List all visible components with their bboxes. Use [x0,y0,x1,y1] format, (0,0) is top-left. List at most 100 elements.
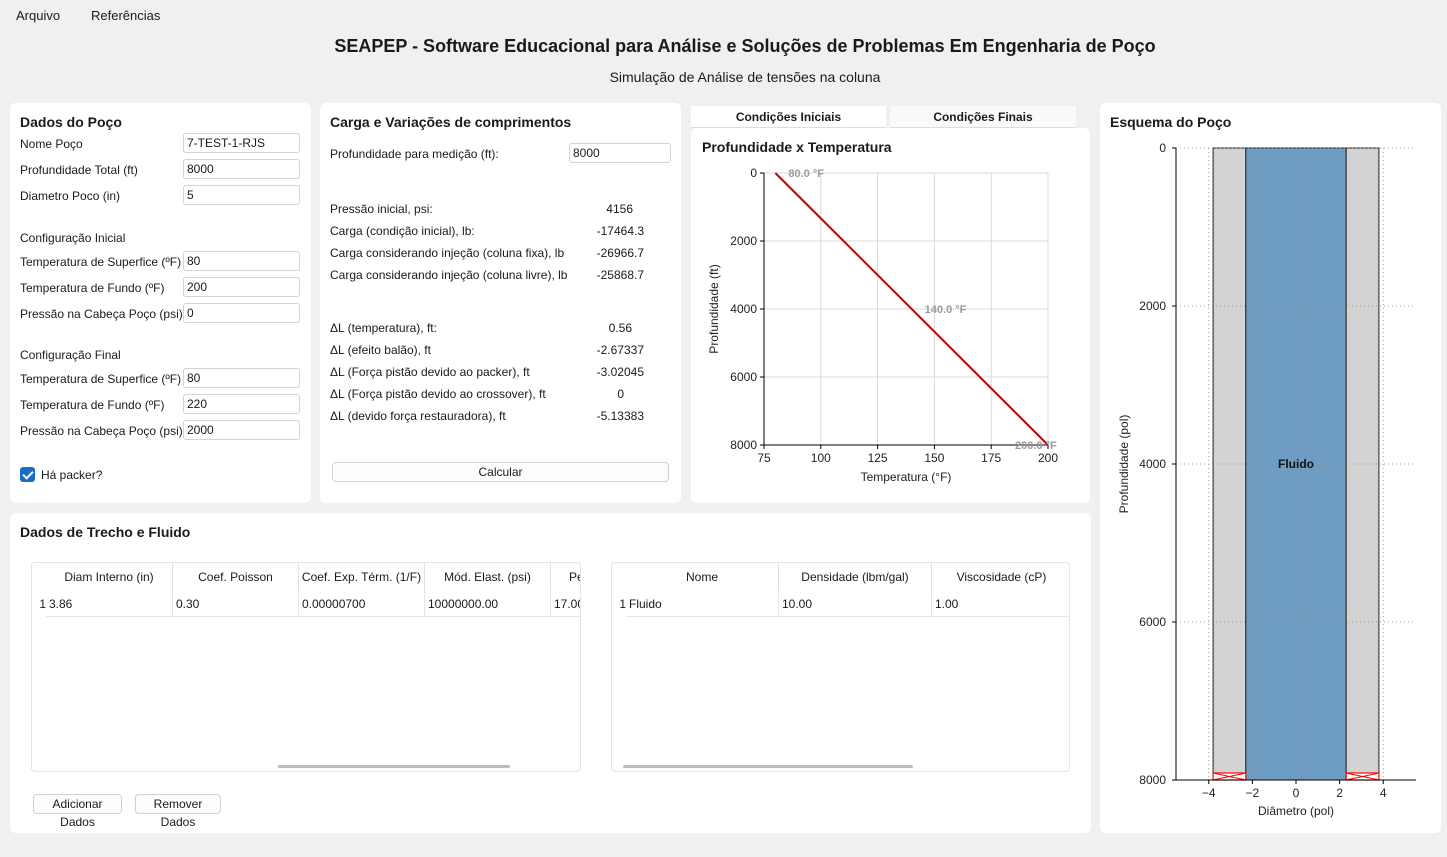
x-tick-label: 2 [1336,786,1343,800]
data-label: 80.0 °F [788,168,824,180]
trecho-fluido-panel: Dados de Trecho e Fluido Diam Interno (i… [10,513,1091,833]
trecho-title: Dados de Trecho e Fluido [20,524,191,540]
result-value: -26966.7 [596,246,644,260]
nome-poco-label: Nome Poço [20,137,83,151]
prof-medicao-label: Profundidade para medição (ft): [330,147,499,161]
y-axis-label: Profundidade (pol) [1117,415,1131,514]
table-cell[interactable]: Fluido [626,591,779,617]
adicionar-dados-button[interactable]: Adicionar Dados [33,794,122,829]
result-label: Carga (condição inicial), lb: [330,224,475,238]
row-number: 1 [619,597,626,611]
x-tick-label: 175 [981,451,1001,465]
x-tick-label: 75 [757,451,771,465]
x-tick-label: −4 [1202,786,1216,800]
result-label: Carga considerando injeção (coluna fixa)… [330,246,565,260]
y-tick-label: 6000 [730,370,757,384]
tab-condicoes-finais[interactable]: Condições Finais [890,106,1076,128]
remover-dados-button[interactable]: Remover Dados [135,794,221,829]
menu-referencias[interactable]: Referências [91,8,161,23]
config-final-heading: Configuração Final [20,348,121,362]
fin-pressao-input[interactable] [183,420,300,440]
x-tick-label: 150 [924,451,944,465]
carga-panel: Carga e Variações de comprimentos Profun… [320,103,681,503]
result-value: -25868.7 [596,268,644,282]
fluido-scrollbar[interactable] [623,765,913,768]
y-tick-label: 4000 [1139,457,1166,471]
result-label: ΔL (devido força restauradora), ft [330,409,506,423]
table-cell[interactable]: 10000000.00 [425,591,551,617]
fluido-region-label: Fluido [1278,457,1314,471]
fin-temp-fundo-input[interactable] [183,394,300,414]
trecho-table[interactable]: Diam Interno (in) Coef. Poisson Coef. Ex… [31,562,581,772]
result-label: Carga considerando injeção (coluna livre… [330,268,568,282]
y-axis-label: Profundidade (ft) [707,264,721,353]
y-tick-label: 8000 [1139,773,1166,787]
y-tick-label: 2000 [730,234,757,248]
app-title: SEAPEP - Software Educacional para Análi… [334,36,1156,56]
result-value: -17464.3 [596,224,644,238]
fluido-header[interactable]: Nome [626,563,779,591]
dados-poco-panel: Dados do Poço Nome Poço Profundidade Tot… [10,103,311,503]
well-region [1345,147,1380,781]
diametro-poco-label: Diametro Poco (in) [20,189,121,203]
x-tick-label: 200 [1038,451,1058,465]
trecho-header[interactable]: Coef. Poisson [173,563,299,591]
ini-pressao-label: Pressão na Cabeça Poço (psi) [20,307,183,321]
y-tick-label: 6000 [1139,615,1166,629]
x-tick-label: 100 [811,451,831,465]
profundidade-total-input[interactable] [183,159,300,179]
fin-temp-sup-label: Temperatura de Superfice (ºF) [20,372,182,386]
fluido-table[interactable]: Nome Densidade (lbm/gal) Viscosidade (cP… [611,562,1070,772]
prof-medicao-input[interactable] [569,143,671,163]
menu-arquivo[interactable]: Arquivo [16,8,61,23]
ini-temp-sup-label: Temperatura de Superfice (ºF) [20,255,182,269]
trecho-header[interactable]: Coef. Exp. Térm. (1/F) [299,563,425,591]
fin-temp-fundo-label: Temperatura de Fundo (ºF) [20,398,165,412]
fluido-header[interactable]: Viscosidade (cP) [956,570,1047,584]
x-axis-label: Diâmetro (pol) [1258,804,1334,818]
ini-temp-sup-input[interactable] [183,251,300,271]
x-axis-label: Temperatura (°F) [861,470,952,484]
ini-temp-fundo-input[interactable] [183,277,300,297]
trecho-header[interactable]: Diam Interno (in) [46,563,173,591]
table-cell[interactable]: 10.00 [779,591,932,617]
table-cell[interactable]: 0.00000700 [299,591,425,617]
table-cell[interactable]: 1.00 [932,591,1069,617]
calcular-button[interactable]: Calcular [332,462,669,482]
profundidade-total-label: Profundidade Total (ft) [20,163,138,177]
table-cell[interactable]: 3.86 [46,591,173,617]
packer-checkbox[interactable] [20,467,35,482]
trecho-scrollbar[interactable] [278,765,510,768]
packer-marker [1346,772,1380,781]
tab-condicoes-iniciais[interactable]: Condições Iniciais [691,106,886,128]
table-cell[interactable]: 0.30 [173,591,299,617]
trecho-header[interactable]: Pe [551,563,580,591]
result-value: -2.67337 [596,343,644,357]
x-tick-label: 0 [1293,786,1300,800]
well-schematic-chart: −4 −2 0 2 4 0 2000 4000 6000 8000 Fluido Diâmetro (… [1117,141,1416,818]
y-tick-label: 4000 [730,302,757,316]
dados-poco-title: Dados do Poço [20,114,122,130]
y-tick-label: 0 [750,166,757,180]
result-label: ΔL (Força pistão devido ao packer), ft [330,365,530,379]
diametro-poco-input[interactable] [183,185,300,205]
y-tick-label: 2000 [1139,299,1166,313]
fin-temp-sup-input[interactable] [183,368,300,388]
trecho-header[interactable]: Mód. Elast. (psi) [425,563,551,591]
table-cell[interactable]: 17.00 [551,591,580,617]
result-label: ΔL (Força pistão devido ao crossover), f… [330,387,546,401]
result-value: 4156 [606,202,633,216]
data-label: 140.0 °F [925,304,967,316]
fluido-header[interactable]: Densidade (lbm/gal) [779,563,932,591]
y-tick-label: 0 [1159,141,1166,155]
temp-chart-title: Profundidade x Temperatura [702,139,892,155]
menu-bar: Arquivo Referências [0,0,1447,32]
result-label: Pressão inicial, psi: [330,202,433,216]
ini-pressao-input[interactable] [183,303,300,323]
result-label: ΔL (temperatura), ft: [330,321,437,335]
ini-temp-fundo-label: Temperatura de Fundo (ºF) [20,281,165,295]
result-value: 0 [617,387,624,401]
nome-poco-input[interactable] [183,133,300,153]
data-label: 200.0 °F [1015,440,1057,452]
